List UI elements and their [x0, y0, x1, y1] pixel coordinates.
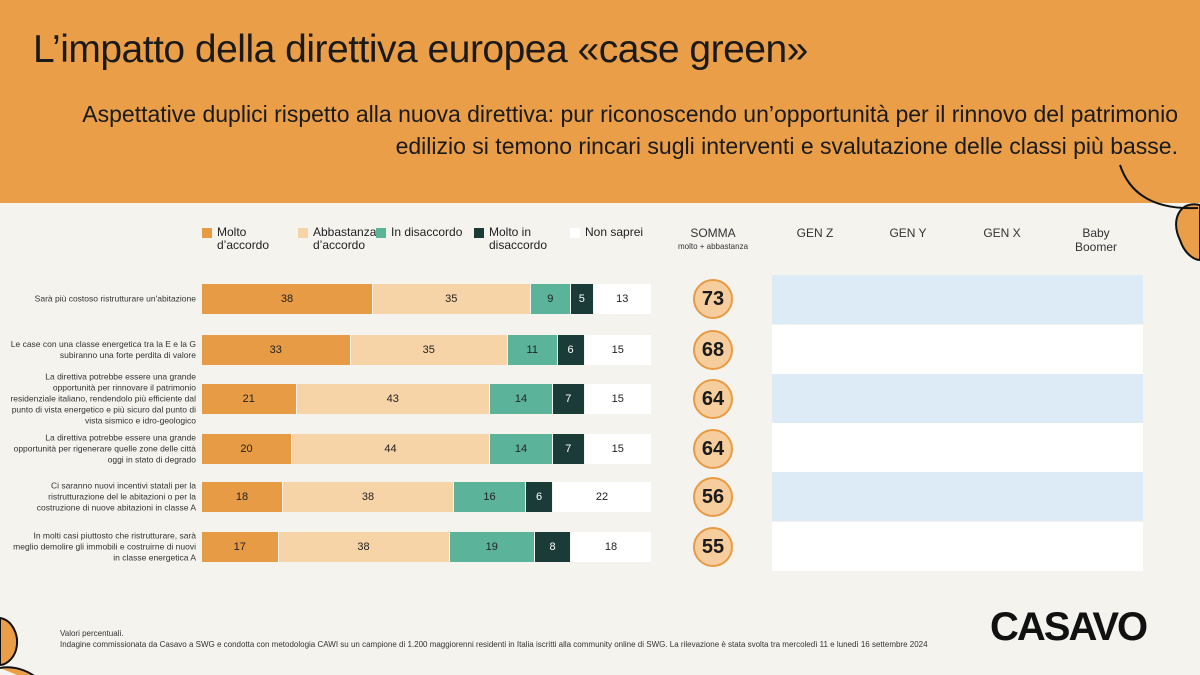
somma-header: SOMMA molto + abbastanza [677, 226, 749, 251]
row-label: In molti casi piuttosto che ristrutturar… [13, 530, 196, 563]
legend-swatch [298, 228, 308, 238]
bar-segment: 19 [449, 532, 534, 562]
legend-item: Molto d’accordo [202, 226, 292, 252]
bar-segment: 15 [584, 434, 651, 464]
bar-segment: 5 [571, 284, 593, 314]
bar-segment: 38 [202, 284, 372, 314]
bar-segment: 14 [490, 384, 552, 414]
bar-segment: 15 [584, 335, 651, 365]
legend-label: Non saprei [585, 225, 644, 239]
bar-segment: 33 [202, 335, 350, 365]
legend-item: Non saprei [570, 226, 660, 239]
footer-line-2: Indagine commissionata da Casavo a SWG e… [60, 640, 928, 649]
gen-header: GEN Y [889, 226, 927, 240]
row-label: Ci saranno nuovi incentivi statali per l… [36, 480, 196, 513]
bar-segment: 6 [557, 335, 584, 365]
bar-segment: 8 [535, 532, 570, 562]
somma-circle: 73 [693, 279, 733, 319]
footer-line-1: Valori percentuali. [60, 629, 124, 638]
bar-segment: 38 [278, 532, 449, 562]
bar-segment: 38 [283, 482, 453, 512]
gen-header: GEN Z [796, 226, 834, 240]
bar-segment: 21 [202, 384, 296, 414]
bar-segment: 7 [553, 384, 584, 414]
bar-segment: 18 [202, 482, 282, 512]
page-subtitle: Aspettative duplici rispetto alla nuova … [82, 101, 1178, 159]
somma-circle: 68 [693, 330, 733, 370]
somma-circle: 56 [693, 477, 733, 517]
bar-segment: 14 [490, 434, 552, 464]
decorative-blob-icon [0, 616, 35, 675]
legend-label: Molto in disaccordo [489, 225, 548, 252]
decorative-blob-icon [1119, 164, 1200, 262]
legend-label: Abbastanza d’accordo [313, 225, 377, 252]
legend-item: Abbastanza d’accordo [298, 226, 388, 252]
casavo-logo: CASAVO [990, 605, 1148, 649]
bar-segment: 22 [553, 482, 651, 512]
legend-swatch [474, 228, 484, 238]
row-label: La direttiva potrebbe essere una grande … [10, 371, 196, 426]
bar-segment: 16 [454, 482, 525, 512]
row-label: Sarà più costoso ristrutturare un'abitaz… [34, 293, 196, 304]
legend-item: Molto in disaccordo [474, 226, 564, 252]
somma-circle: 64 [693, 379, 733, 419]
bar-segment: 44 [292, 434, 489, 464]
bar-segment: 43 [296, 384, 489, 414]
gen-header: Baby Boomer [1074, 226, 1118, 254]
table-row [772, 275, 1143, 324]
bar-segment: 35 [373, 284, 530, 314]
header-banner: L’impatto della direttiva europea «case … [0, 0, 1200, 203]
legend-item: In disaccordo [376, 226, 466, 239]
table-row [772, 423, 1143, 472]
table-row [772, 472, 1143, 521]
legend-label: In disaccordo [391, 225, 463, 239]
legend-label: Molto d’accordo [217, 225, 270, 252]
table-row [772, 374, 1143, 423]
gen-header: GEN X [983, 226, 1021, 240]
table-row [772, 325, 1143, 374]
row-label: La direttiva potrebbe essere una grande … [13, 432, 196, 465]
bar-segment: 9 [530, 284, 570, 314]
bar-segment: 17 [202, 532, 278, 562]
bar-segment: 20 [202, 434, 291, 464]
row-label: Le case con una classe energetica tra la… [10, 339, 196, 360]
bar-segment: 6 [526, 482, 552, 512]
legend-swatch [376, 228, 386, 238]
footer-note: Valori percentuali. Indagine commissiona… [60, 628, 928, 650]
page-title: L’impatto della direttiva europea «case … [33, 28, 808, 71]
somma-circle: 55 [693, 527, 733, 567]
bar-segment: 7 [553, 434, 584, 464]
somma-circle: 64 [693, 429, 733, 469]
bar-segment: 13 [593, 284, 651, 314]
legend-swatch [570, 228, 580, 238]
bar-segment: 35 [350, 335, 507, 365]
bar-segment: 18 [571, 532, 651, 562]
legend-swatch [202, 228, 212, 238]
bar-segment: 15 [584, 384, 651, 414]
table-row [772, 522, 1143, 571]
bar-segment: 11 [508, 335, 557, 365]
